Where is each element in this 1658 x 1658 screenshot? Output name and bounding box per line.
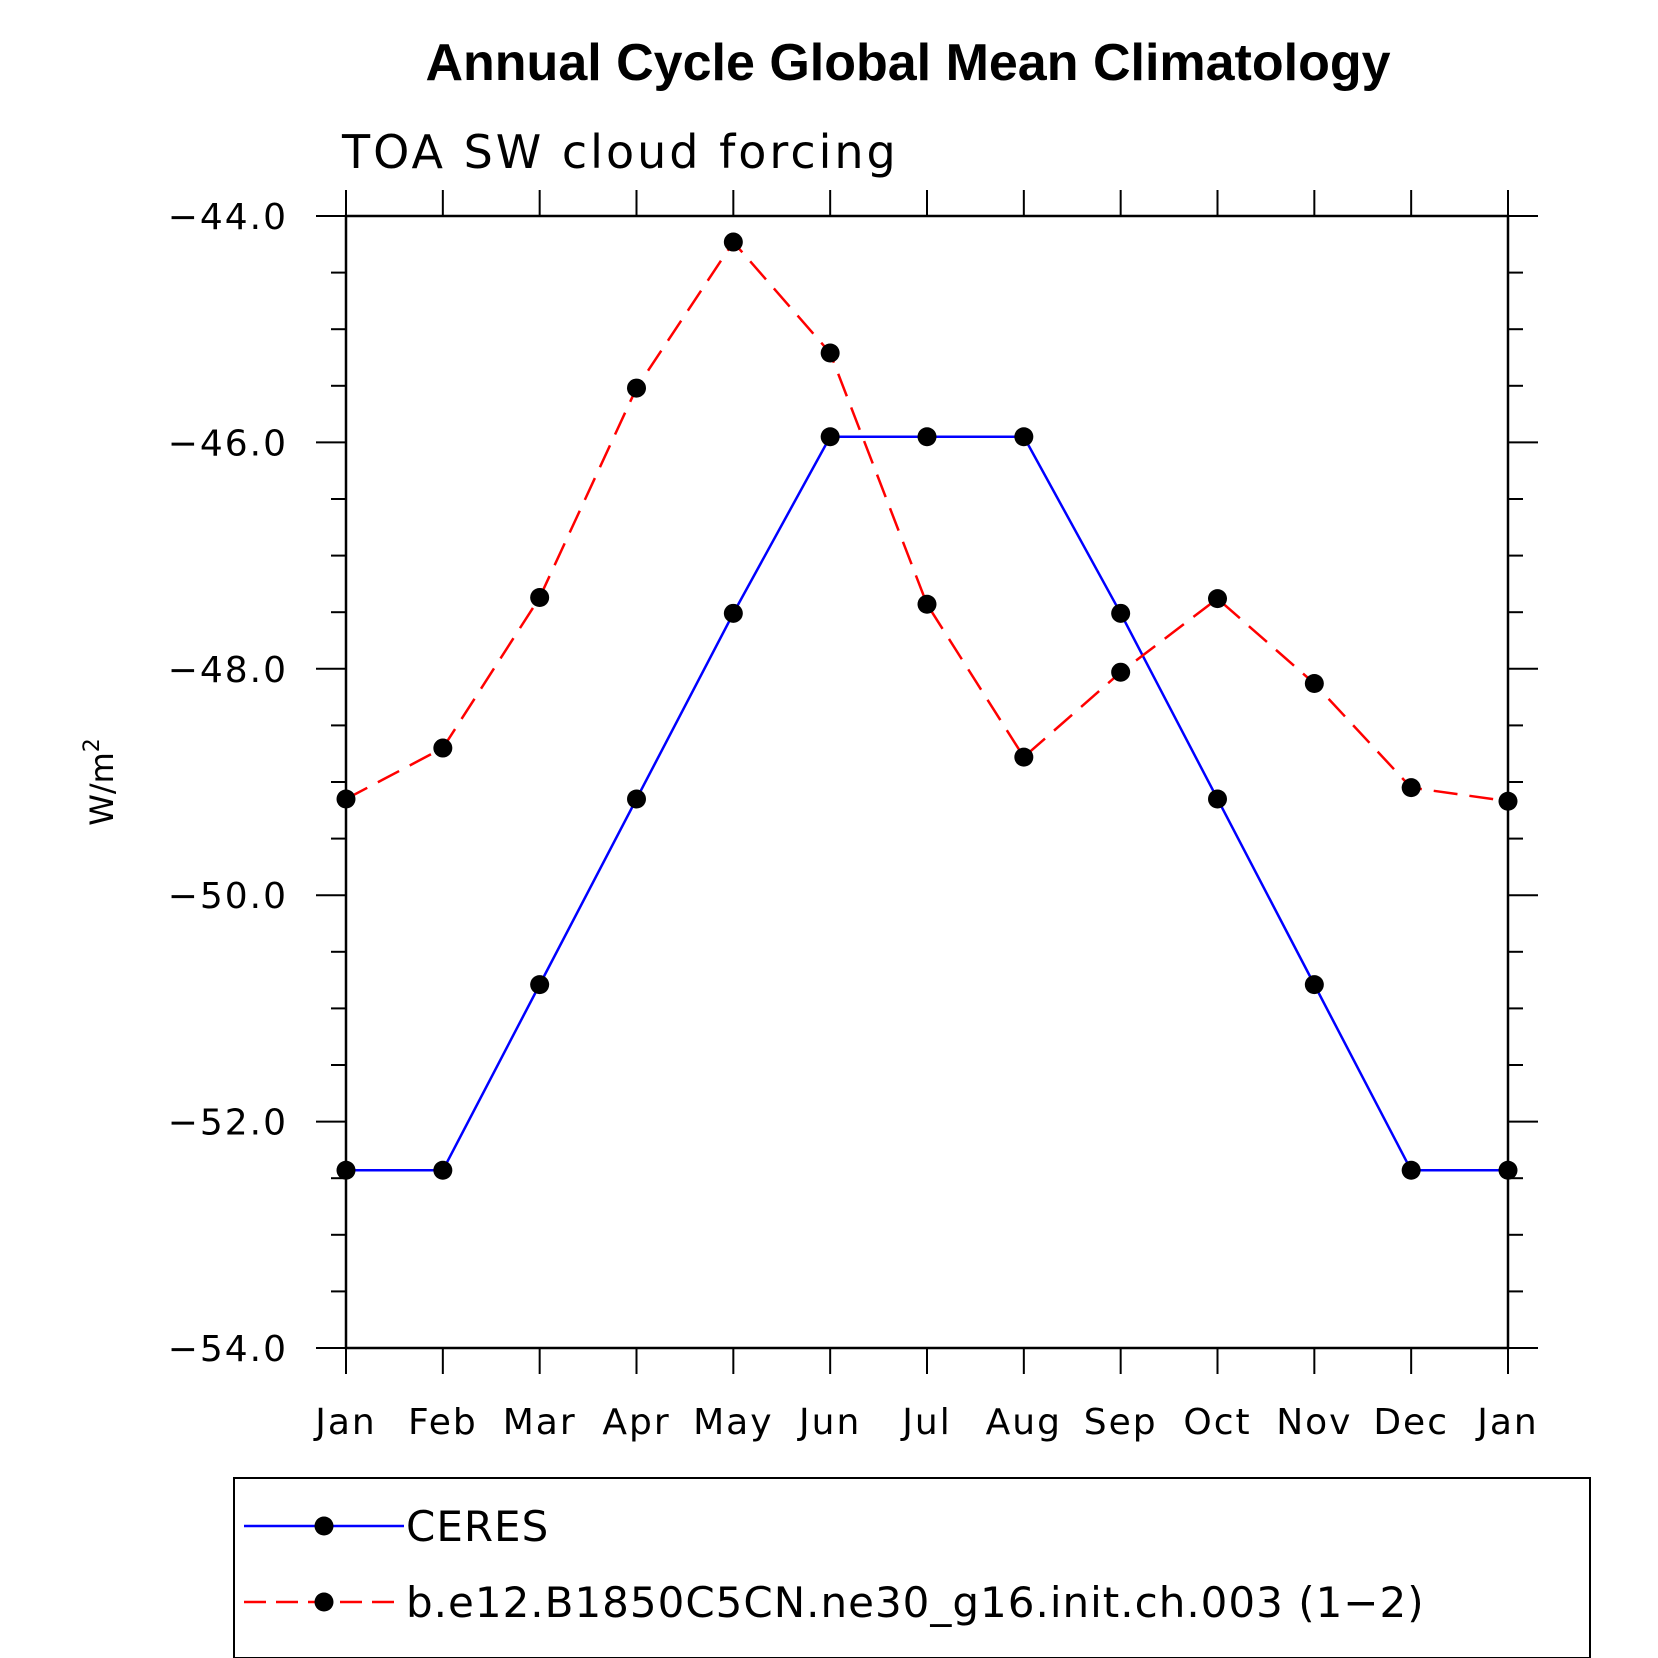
data-point [1498,791,1518,811]
data-point [1014,427,1034,447]
y-axis-label-text: W/m [83,752,121,826]
data-point [723,232,743,252]
data-point [627,789,646,809]
x-tick-label: Nov [1276,1402,1352,1443]
x-tick-label: Jun [797,1402,861,1443]
data-point [1111,662,1131,682]
y-axis-label-superscript: 2 [80,738,105,752]
series-2 [336,232,1518,811]
x-tick-label: Mar [503,1402,577,1443]
x-tick-label: Aug [986,1402,1062,1443]
y-tick-label: −50.0 [168,876,288,917]
data-point [530,587,550,607]
x-tick-label: Jan [313,1402,377,1443]
x-tick-label: Jul [900,1402,951,1443]
legend-marker [314,1592,334,1612]
legend-marker [314,1516,334,1536]
data-point [917,427,937,447]
x-tick-label: Feb [408,1402,478,1443]
data-point [917,594,937,614]
chart-subtitle: TOA SW cloud forcing [341,125,899,179]
data-point [1401,778,1421,798]
legend-label: CERES [406,1502,549,1551]
axes: Jan Feb Mar Apr May Jun Jul Aug Sep Oct Nov Dec Jan−… [168,190,1539,1443]
data-point [820,427,840,447]
x-tick-label: Apr [602,1402,670,1443]
series-line [345,239,1509,803]
chart-title: Annual Cycle Global Mean Climatology [425,34,1390,92]
series-layer [336,232,1518,1180]
data-point [1111,603,1131,623]
y-tick-label: −46.0 [168,423,288,464]
x-tick-label: May [693,1402,773,1443]
data-point [1304,975,1324,995]
legend-box [233,1477,1591,1658]
y-axis-label: W/m2 [80,738,121,826]
data-point [1014,747,1034,767]
x-tick-label: Oct [1183,1402,1251,1443]
data-point [1208,789,1227,809]
data-point [723,603,743,623]
data-point [433,1160,453,1180]
data-point [530,975,550,995]
data-point [1498,1160,1518,1180]
x-tick-label: Jan [1475,1402,1539,1443]
legend: CERES b.e12.B1850C5CN.ne30_g16.init.ch.00… [233,1477,1591,1658]
data-point [1208,589,1227,609]
y-tick-label: −48.0 [168,650,288,691]
data-point [627,378,646,398]
data-point [1401,1160,1421,1180]
legend-label: b.e12.B1850C5CN.ne30_g16.init.ch.003 (1−… [406,1578,1425,1627]
y-tick-label: −54.0 [168,1329,288,1370]
y-tick-label: −44.0 [168,197,288,238]
series-line [346,435,1508,1172]
x-tick-label: Sep [1084,1402,1158,1443]
data-point [433,738,453,758]
data-point [820,343,840,363]
data-point [336,789,356,809]
y-tick-label: −52.0 [168,1103,288,1144]
x-tick-label: Dec [1373,1402,1449,1443]
plot-frame [344,214,1510,1350]
series-1 [336,427,1518,1180]
svg-text:W/m2: W/m2 [80,738,121,826]
data-point [1304,674,1324,694]
data-point [336,1160,356,1180]
